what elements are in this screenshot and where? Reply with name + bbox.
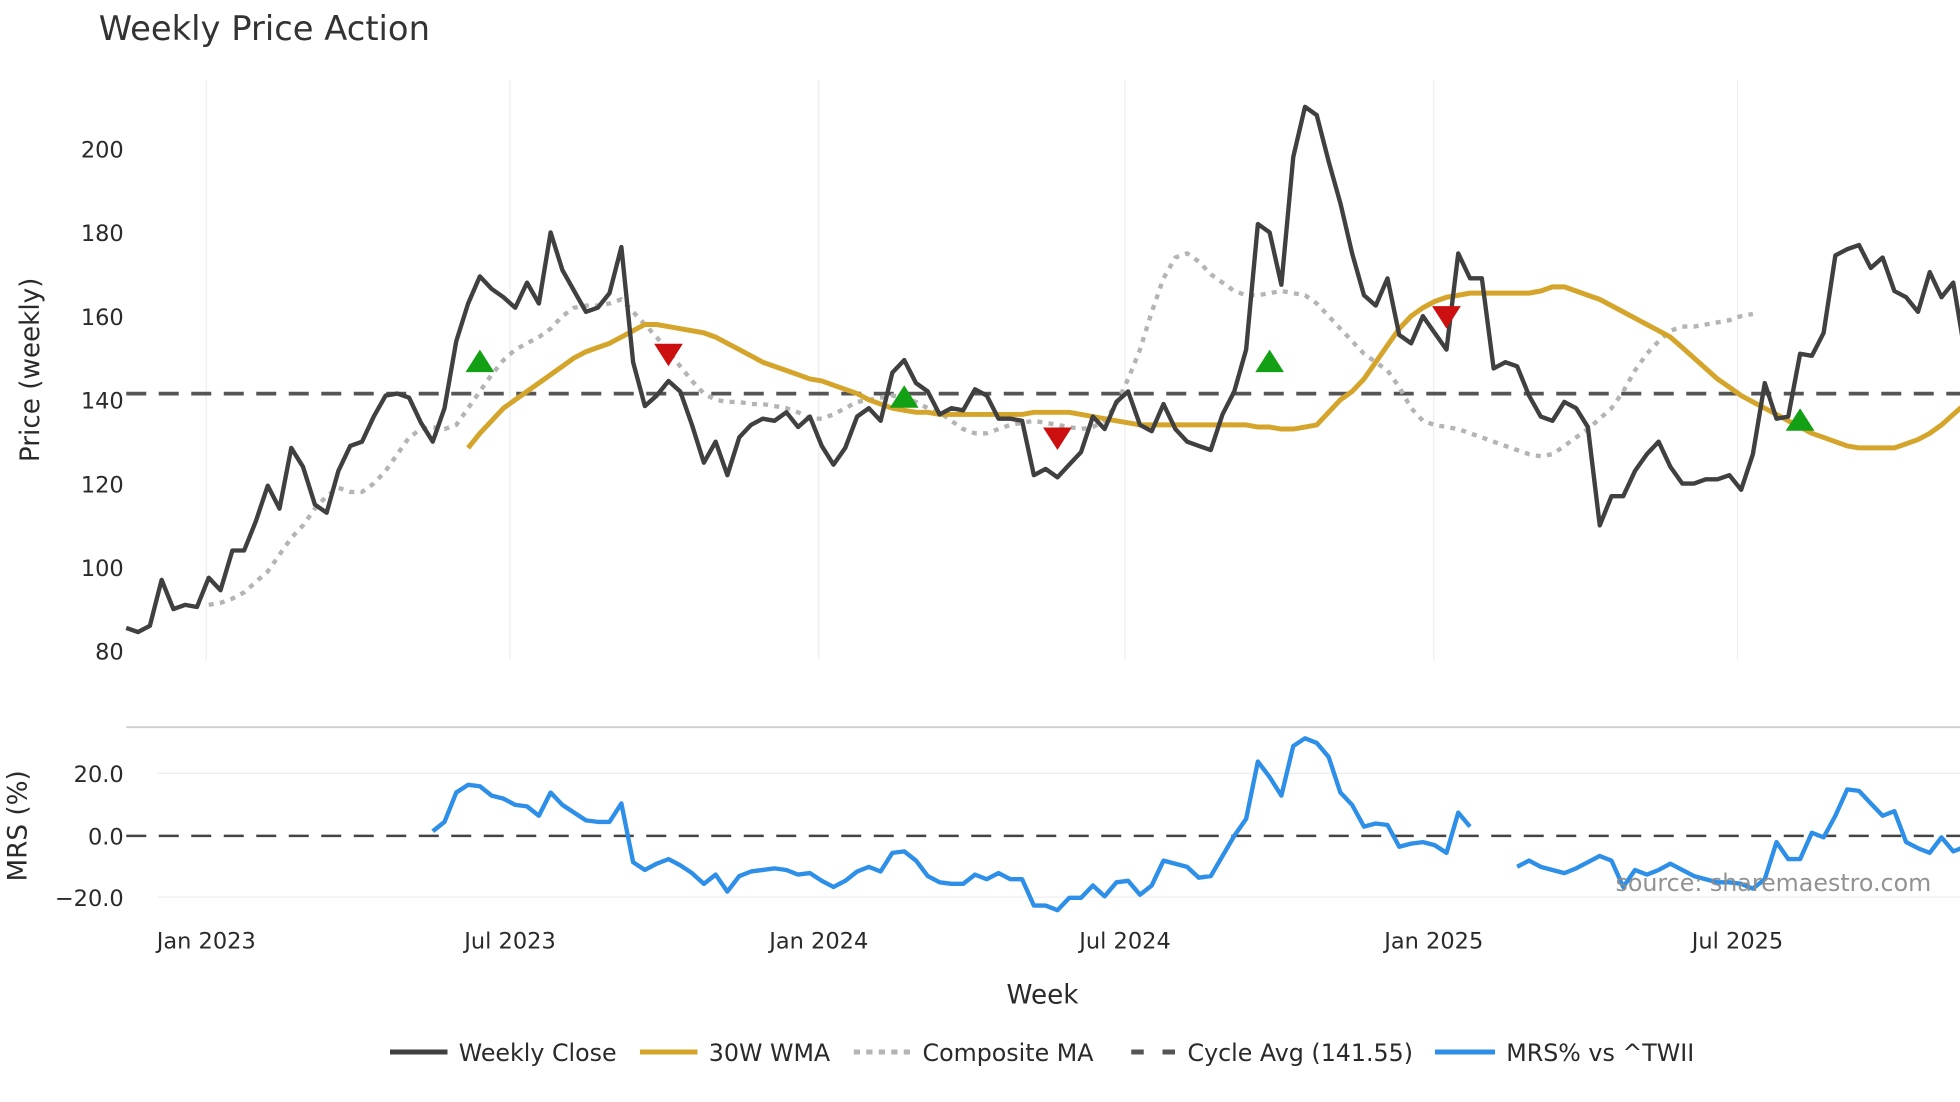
weekly-close-line bbox=[125, 104, 1960, 635]
price-tick: 100 bbox=[81, 556, 124, 582]
mrs-y-label: MRS (%) bbox=[3, 770, 33, 881]
mrs-line bbox=[431, 736, 1472, 913]
legend: Weekly Close 30W WMA Composite MA Cycle … bbox=[390, 1039, 1694, 1067]
price-grid bbox=[205, 79, 1739, 660]
x-axis: Jan 2023 Jul 2023 Jan 2024 Jul 2024 Jan … bbox=[155, 928, 1784, 954]
buy-signal-icon bbox=[465, 349, 495, 373]
x-tick: Jan 2024 bbox=[767, 928, 868, 954]
chart-title: Weekly Price Action bbox=[99, 9, 430, 48]
sell-signal-icon bbox=[1432, 306, 1461, 329]
composite-ma-line bbox=[208, 251, 1754, 608]
legend-item-composite-ma[interactable]: Composite MA bbox=[853, 1039, 1095, 1067]
buy-signal-icon bbox=[889, 385, 919, 408]
mrs-series bbox=[431, 736, 1960, 913]
x-tick: Jul 2024 bbox=[1077, 928, 1171, 954]
legend-item-cycle-avg[interactable]: Cycle Avg (141.55) bbox=[1131, 1039, 1413, 1067]
legend-label: Cycle Avg (141.55) bbox=[1188, 1039, 1414, 1067]
sell-signal-icon bbox=[1043, 427, 1072, 450]
legend-label: 30W WMA bbox=[709, 1039, 831, 1067]
price-tick: 140 bbox=[81, 389, 124, 415]
legend-item-weekly-close[interactable]: Weekly Close bbox=[390, 1039, 617, 1067]
legend-label: MRS% vs ^TWII bbox=[1506, 1039, 1694, 1067]
signal-markers bbox=[465, 306, 1815, 450]
mrs-y-axis: 20.0 0.0 −20.0 bbox=[55, 762, 124, 912]
mrs-tick: 0.0 bbox=[88, 825, 124, 851]
mrs-grid bbox=[157, 772, 1960, 898]
mrs-line bbox=[1516, 787, 1960, 891]
price-y-label: Price (weekly) bbox=[16, 278, 46, 463]
mrs-tick: −20.0 bbox=[55, 886, 124, 912]
legend-item-30w-wma[interactable]: 30W WMA bbox=[640, 1039, 831, 1067]
price-tick: 160 bbox=[81, 305, 124, 331]
buy-signal-icon bbox=[1785, 408, 1815, 431]
price-tick: 200 bbox=[81, 137, 124, 163]
legend-item-mrs[interactable]: MRS% vs ^TWII bbox=[1435, 1039, 1694, 1067]
price-y-axis: 200 180 160 140 120 100 80 bbox=[81, 137, 124, 665]
price-series bbox=[125, 104, 1960, 635]
x-tick: Jul 2025 bbox=[1690, 928, 1784, 954]
mrs-tick: 20.0 bbox=[74, 762, 124, 788]
buy-signal-icon bbox=[1255, 349, 1285, 373]
price-tick: 80 bbox=[95, 640, 124, 666]
x-axis-label: Week bbox=[1007, 980, 1080, 1010]
wma-30w-line bbox=[466, 284, 1960, 451]
x-tick: Jan 2025 bbox=[1382, 928, 1483, 954]
x-tick: Jan 2023 bbox=[155, 928, 256, 954]
legend-label: Weekly Close bbox=[459, 1039, 617, 1067]
legend-label: Composite MA bbox=[923, 1039, 1095, 1067]
x-tick: Jul 2023 bbox=[462, 928, 556, 954]
price-tick: 180 bbox=[81, 221, 124, 247]
watermark: source: sharemaestro.com bbox=[1616, 869, 1932, 897]
price-tick: 120 bbox=[81, 472, 124, 498]
sell-signal-icon bbox=[654, 343, 683, 367]
